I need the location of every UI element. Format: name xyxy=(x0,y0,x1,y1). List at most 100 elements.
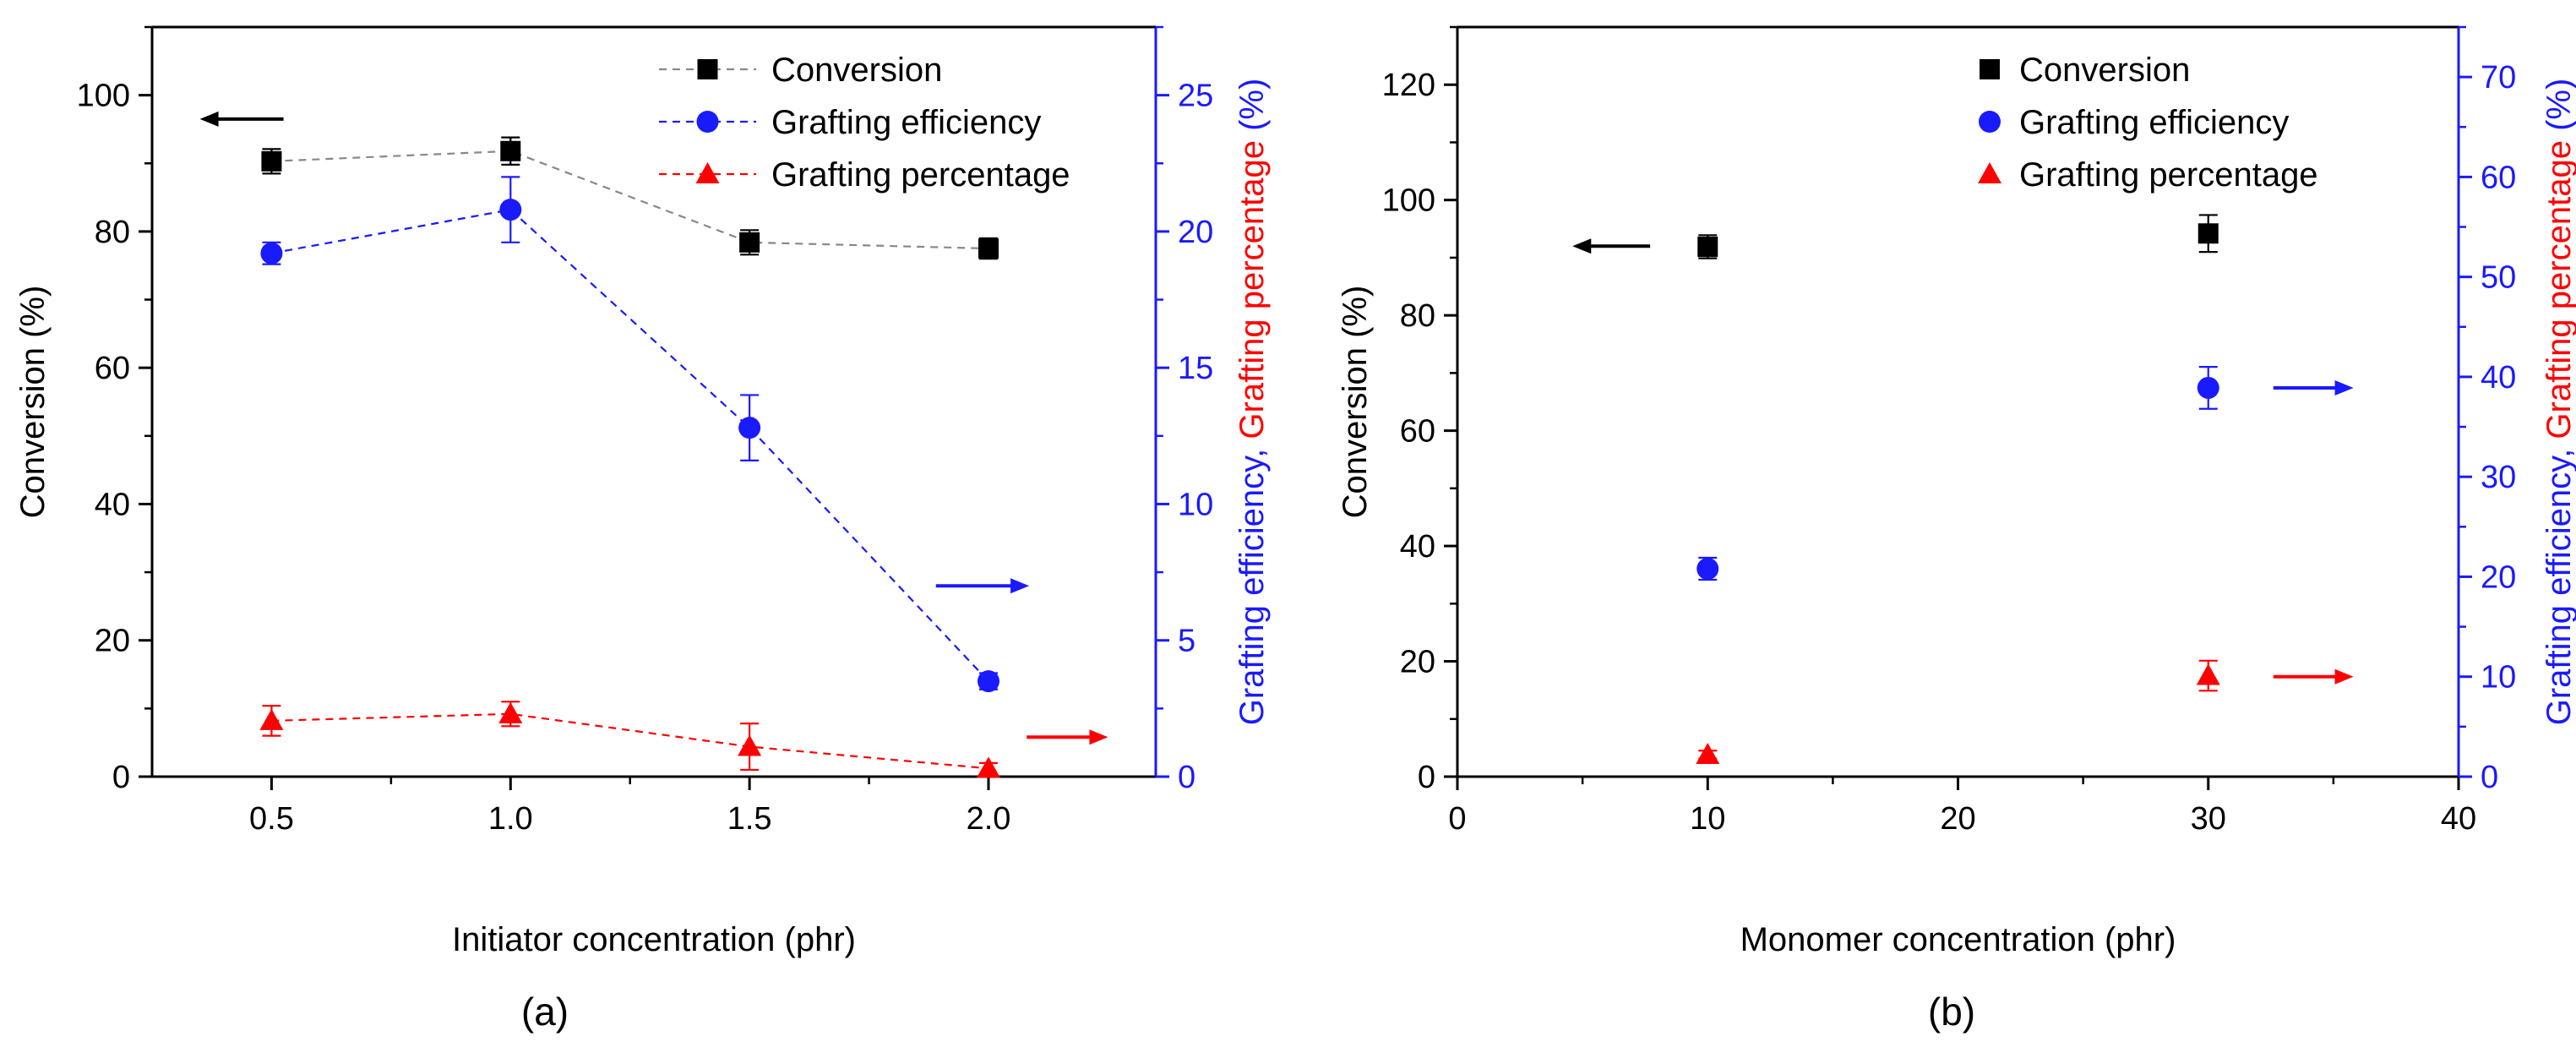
legend: Conversion Grafting efficiency Grafting pe… xyxy=(659,52,1070,194)
data-point xyxy=(977,756,1000,778)
data-point xyxy=(738,734,762,756)
data-point xyxy=(1696,742,1720,764)
legend-marker xyxy=(695,162,720,183)
legend: Conversion Grafting efficiency Grafting pe… xyxy=(1978,52,2318,194)
panel-label: (a) xyxy=(521,990,569,1034)
y-right-tick-label: 0 xyxy=(2481,760,2498,795)
y-right-tick-label: 10 xyxy=(2481,660,2516,696)
y-left-tick-label: 100 xyxy=(77,79,130,114)
y-left-tick-label: 80 xyxy=(1400,298,1435,334)
x-tick-label: 10 xyxy=(1690,801,1725,837)
panel-label: (b) xyxy=(1928,990,1975,1034)
y-left-tick-label: 80 xyxy=(95,215,130,250)
data-point xyxy=(739,232,760,253)
y-left-tick-label: 20 xyxy=(95,624,130,659)
x-tick-label: 1.0 xyxy=(488,801,533,837)
data-point xyxy=(261,150,282,172)
legend-marker xyxy=(1979,111,2001,133)
series-grafting-percentage xyxy=(259,701,1000,778)
y-right-tick-label: 15 xyxy=(1178,351,1213,386)
arrow-head xyxy=(2334,379,2354,396)
data-point xyxy=(499,199,522,221)
arrow-right xyxy=(2273,379,2354,396)
x-tick-label: 2.0 xyxy=(967,801,1011,837)
y-left-axis-label: Conversion (%) xyxy=(14,286,52,519)
data-point xyxy=(500,140,521,161)
arrow-right xyxy=(1027,729,1108,745)
arrow-right xyxy=(935,578,1030,594)
y-right-axis-label: Grafting efficiency, Grafting percentage… xyxy=(2541,79,2576,726)
y-left-tick-label: 40 xyxy=(95,487,130,522)
y-right-label-percentage: Grafting percentage xyxy=(1234,140,1271,439)
legend-label: Grafting efficiency xyxy=(771,104,1041,141)
y-left-tick-label: 0 xyxy=(1418,760,1435,795)
y-right-tick-label: 20 xyxy=(1178,215,1213,250)
panel-a: 0.5 1.0 1.5 2.0 0 20 40 60 80 100 0 5 10 15 20 25 Initia… xyxy=(14,25,1271,1034)
legend-label: Conversion xyxy=(771,52,942,89)
series-conversion xyxy=(261,136,999,260)
legend-label: Grafting percentage xyxy=(2019,156,2318,194)
series-line xyxy=(271,150,989,250)
arrow-head xyxy=(2334,668,2354,685)
y-right-label-unit: (%) xyxy=(2541,79,2576,140)
y-left-tick-label: 20 xyxy=(1400,645,1435,680)
y-right-tick-label: 20 xyxy=(2481,559,2516,595)
legend-label: Grafting percentage xyxy=(771,156,1070,194)
arrow-head xyxy=(199,111,219,127)
y-right-label-efficiency: Grafting efficiency, xyxy=(2541,439,2576,726)
y-right-tick-label: 40 xyxy=(2481,360,2516,396)
x-axis-label: Initiator concentration (phr) xyxy=(452,921,856,958)
series-grafting-efficiency xyxy=(260,176,999,693)
series-grafting-efficiency xyxy=(1696,366,2219,581)
x-tick-label: 30 xyxy=(2191,801,2226,837)
arrow-left xyxy=(1572,238,1651,254)
x-axis-label: Monomer concentration (phr) xyxy=(1740,921,2176,958)
y-right-tick-label: 10 xyxy=(1178,487,1213,522)
y-left-tick-label: 40 xyxy=(1400,529,1435,565)
data-point xyxy=(978,670,999,693)
y-left-tick-label: 100 xyxy=(1382,183,1435,219)
data-point xyxy=(2197,376,2219,399)
data-point xyxy=(2197,223,2219,244)
series-line xyxy=(271,712,989,770)
data-point xyxy=(259,708,284,730)
legend-label: Conversion xyxy=(2019,52,2190,89)
x-tick-label: 0.5 xyxy=(249,801,294,837)
data-point xyxy=(260,242,283,265)
y-right-tick-label: 30 xyxy=(2481,460,2516,495)
legend-marker xyxy=(1978,162,2001,183)
y-right-tick-label: 5 xyxy=(1178,624,1195,659)
arrow-left xyxy=(199,111,284,127)
y-right-tick-label: 25 xyxy=(1178,79,1213,114)
series-line xyxy=(271,208,989,682)
y-right-label-percentage: Grafting percentage xyxy=(2541,140,2576,439)
legend-marker xyxy=(696,111,719,133)
y-left-tick-label: 60 xyxy=(1400,414,1435,450)
series-conversion xyxy=(1697,214,2219,259)
y-right-label-unit: (%) xyxy=(1234,79,1271,140)
data-point xyxy=(1696,558,1719,581)
data-point xyxy=(2196,663,2220,685)
x-tick-label: 20 xyxy=(1940,801,1975,837)
y-right-tick-label: 60 xyxy=(2481,160,2516,195)
arrow-head xyxy=(1010,578,1030,594)
legend-marker xyxy=(697,59,718,79)
y-right-tick-label: 50 xyxy=(2481,260,2516,296)
x-tick-label: 0 xyxy=(1448,801,1466,837)
arrow-right xyxy=(2273,668,2354,685)
legend-label: Grafting efficiency xyxy=(2019,104,2289,141)
panel-b: 0 10 20 30 40020406080100120010203040506070M… xyxy=(1337,25,2576,1034)
y-left-tick-label: 60 xyxy=(95,351,130,386)
y-left-tick-label: 0 xyxy=(112,760,130,795)
y-left-axis-label: Conversion (%) xyxy=(1337,286,1374,519)
x-tick-label: 1.5 xyxy=(727,801,772,837)
arrow-head xyxy=(1089,729,1108,745)
legend-marker xyxy=(1980,59,2000,79)
data-point xyxy=(738,417,761,439)
series-grafting-percentage xyxy=(1696,659,2220,764)
y-right-tick-label: 0 xyxy=(1178,760,1195,795)
y-right-tick-label: 70 xyxy=(2481,60,2516,95)
arrow-head xyxy=(1572,238,1592,254)
data-point xyxy=(978,238,999,259)
